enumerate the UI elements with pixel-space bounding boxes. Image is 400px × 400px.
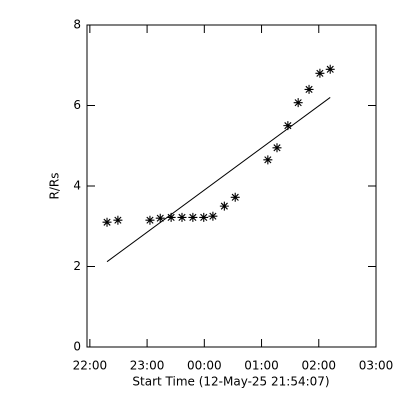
x-tick-label: 23:00 bbox=[130, 359, 165, 373]
x-tick-label: 01:00 bbox=[244, 359, 279, 373]
y-tick-label: 4 bbox=[73, 179, 81, 193]
x-axis-label: Start Time (12-May-25 21:54:07) bbox=[132, 375, 329, 389]
x-tick-label: 00:00 bbox=[187, 359, 222, 373]
data-point bbox=[102, 217, 112, 227]
data-point bbox=[315, 68, 325, 78]
data-point bbox=[113, 215, 123, 225]
fit-line bbox=[106, 97, 331, 263]
x-tick-label: 03:00 bbox=[359, 359, 394, 373]
y-tick-label: 6 bbox=[73, 98, 81, 112]
data-point bbox=[325, 64, 335, 74]
y-tick-label: 0 bbox=[73, 340, 81, 354]
data-point bbox=[199, 212, 209, 222]
data-point bbox=[283, 121, 293, 131]
data-point bbox=[293, 98, 303, 108]
y-tick-label: 2 bbox=[73, 259, 81, 273]
data-point bbox=[177, 212, 187, 222]
y-axis-label: R/Rs bbox=[48, 173, 62, 200]
x-tick-label: 02:00 bbox=[301, 359, 336, 373]
data-point bbox=[230, 192, 240, 202]
data-point bbox=[145, 215, 155, 225]
data-point bbox=[188, 212, 198, 222]
x-tick-label: 22:00 bbox=[73, 359, 108, 373]
data-point bbox=[272, 143, 282, 153]
data-point bbox=[263, 155, 273, 165]
data-point bbox=[155, 213, 165, 223]
plot-frame bbox=[86, 24, 377, 348]
y-tick-label: 8 bbox=[73, 18, 81, 32]
data-point bbox=[208, 211, 218, 221]
data-point bbox=[304, 84, 314, 94]
data-point bbox=[166, 212, 176, 222]
data-point bbox=[219, 201, 229, 211]
